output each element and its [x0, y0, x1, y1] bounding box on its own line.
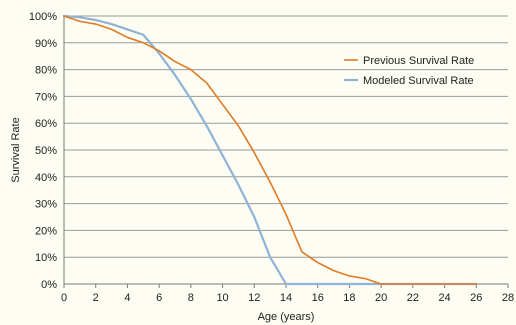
legend-label: Modeled Survival Rate [363, 75, 474, 87]
series-layer [62, 14, 478, 286]
y-tick-label: 30% [35, 199, 57, 211]
y-tick-label: 20% [35, 225, 57, 237]
y-tick-label: 90% [35, 38, 57, 50]
x-tick-label: 6 [156, 292, 162, 304]
y-tick-label: 100% [29, 11, 57, 23]
x-tick-label: 0 [61, 292, 67, 304]
y-tick-label: 60% [35, 118, 57, 130]
x-tick-label: 22 [407, 292, 419, 304]
x-tick-label: 20 [375, 292, 387, 304]
x-tick-label: 24 [438, 292, 450, 304]
x-tick-label: 2 [93, 292, 99, 304]
x-axis-title: Age (years) [258, 311, 315, 323]
y-axis-title: Survival Rate [10, 117, 22, 182]
grid-layer [64, 15, 508, 258]
x-tick-label: 16 [312, 292, 324, 304]
x-tick-label: 14 [280, 292, 292, 304]
y-tick-label: 10% [35, 252, 57, 264]
x-tick-label: 10 [216, 292, 228, 304]
y-tick-label: 70% [35, 91, 57, 103]
y-tick-label: 40% [35, 172, 57, 184]
axis-layer: 0%10%20%30%40%50%60%70%80%90%100%0 2 4 6 8 10… [29, 11, 514, 304]
series-line-previous [63, 15, 478, 285]
y-tick-label: 0% [41, 279, 57, 291]
y-tick-label: 80% [35, 65, 57, 77]
legend: Previous Survival Rate Modeled Survival R… [344, 55, 474, 87]
x-tick-label: 12 [248, 292, 260, 304]
x-tick-label: 4 [124, 292, 130, 304]
y-tick-label: 50% [35, 145, 57, 157]
x-tick-label: 8 [188, 292, 194, 304]
x-tick-label: 28 [502, 292, 514, 304]
legend-label: Previous Survival Rate [363, 55, 474, 67]
x-tick-label: 26 [470, 292, 482, 304]
x-tick-label: 18 [343, 292, 355, 304]
